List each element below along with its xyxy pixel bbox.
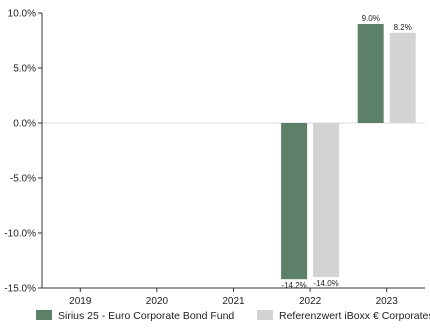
bar-benchmark-2022 bbox=[313, 123, 340, 277]
x-tick-label: 2019 bbox=[69, 296, 92, 307]
y-tick-label: 10.0% bbox=[8, 9, 36, 20]
data-label: 8.2% bbox=[394, 23, 412, 32]
data-label: 9.0% bbox=[362, 14, 380, 23]
legend-label: Sirius 25 - Euro Corporate Bond Fund bbox=[58, 310, 234, 322]
legend-swatch bbox=[257, 310, 273, 320]
y-tick-label: -5.0% bbox=[10, 174, 36, 185]
x-tick-label: 2020 bbox=[146, 296, 169, 307]
bar-fund-2023 bbox=[357, 24, 384, 123]
bar-benchmark-2023 bbox=[389, 32, 416, 123]
data-label: -14.2% bbox=[281, 281, 306, 290]
y-tick-label: -15.0% bbox=[4, 284, 36, 295]
x-tick-label: 2022 bbox=[299, 296, 322, 307]
y-tick-label: -10.0% bbox=[4, 229, 36, 240]
data-labels-layer: -14.2% -14.0% 9.0% 8.2% bbox=[281, 14, 411, 290]
y-tick-label: 5.0% bbox=[13, 64, 36, 75]
data-label: -14.0% bbox=[313, 279, 338, 288]
legend: Sirius 25 - Euro Corporate Bond Fund Refe… bbox=[36, 310, 430, 322]
x-tick-label: 2023 bbox=[376, 296, 399, 307]
x-tick-label: 2021 bbox=[222, 296, 245, 307]
bars-layer bbox=[281, 24, 416, 280]
x-ticks-layer: 2019 2020 2021 2022 2023 bbox=[69, 288, 398, 307]
y-ticks-layer: 10.0% 5.0% 0.0% -5.0% -10.0% -15.0% bbox=[4, 9, 42, 295]
legend-label: Referenzwert iBoxx € Corporates bbox=[279, 310, 430, 322]
legend-swatch bbox=[36, 310, 52, 320]
y-tick-label: 0.0% bbox=[13, 119, 36, 130]
bar-fund-2022 bbox=[281, 123, 308, 280]
